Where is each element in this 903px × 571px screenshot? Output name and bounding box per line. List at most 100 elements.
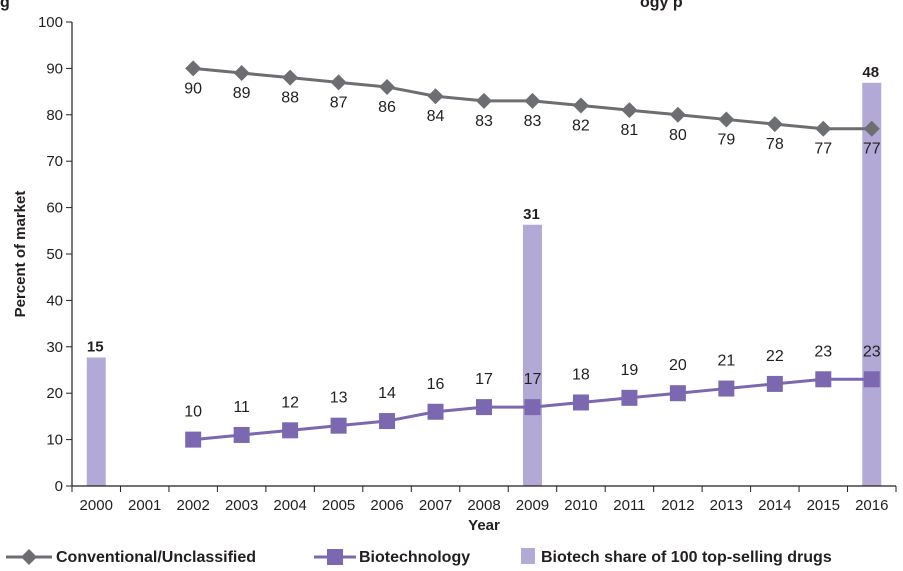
x-axis-ticks: 2000 2001 2002 2003 2004 2005 2006 2007 2008 2009… [71, 486, 897, 514]
y-tick-label: 30 [46, 339, 63, 356]
point-value-label: 77 [814, 141, 832, 158]
point-square [766, 375, 783, 392]
point-value-label: 86 [378, 99, 396, 116]
point-square [669, 385, 686, 402]
point-square [379, 413, 396, 430]
point-value-label: 21 [717, 353, 735, 370]
legend: Conventional/Unclassified Biotechnology Bi… [6, 548, 832, 566]
y-tick-label: 50 [46, 246, 63, 263]
x-tick-label: 2008 [467, 497, 500, 514]
point-value-label: 83 [524, 113, 542, 130]
point-diamond [621, 102, 638, 119]
point-square [233, 426, 250, 443]
point-value-label: 87 [330, 94, 348, 111]
x-tick-label: 2002 [176, 497, 209, 514]
legend-marker-diamond [21, 549, 37, 565]
x-tick-label: 2009 [516, 497, 549, 514]
legend-swatch-bar [521, 548, 535, 564]
point-square [863, 371, 880, 388]
point-value-label: 17 [475, 371, 493, 388]
point-value-label: 81 [621, 122, 639, 139]
x-tick-label: 2010 [564, 497, 597, 514]
point-square [476, 399, 492, 416]
y-tick-label: 100 [38, 14, 63, 31]
point-value-label: 88 [281, 90, 299, 107]
point-value-label: 90 [184, 80, 202, 97]
point-value-label: 19 [621, 362, 639, 379]
point-diamond [379, 78, 396, 95]
line-series [185, 60, 880, 448]
x-tick-label: 2003 [225, 497, 258, 514]
x-tick-label: 2015 [807, 497, 840, 514]
chart-title-start: g [0, 0, 10, 11]
x-tick-label: 2001 [128, 497, 161, 514]
bar-value-label: 15 [87, 338, 104, 355]
bar [86, 357, 106, 486]
point-square [815, 371, 832, 388]
point-diamond [718, 111, 735, 128]
x-axis-title: Year [468, 517, 500, 534]
point-value-label: 78 [766, 136, 784, 153]
point-value-label: 84 [427, 108, 445, 125]
legend-label-biotech-share: Biotech share of 100 top-selling drugs [541, 549, 832, 566]
x-tick-label: 2000 [80, 497, 113, 514]
point-diamond [282, 69, 299, 86]
point-value-label: 14 [378, 385, 396, 402]
point-value-label: 77 [863, 141, 881, 158]
y-tick-label: 60 [46, 200, 63, 217]
point-value-label: 23 [814, 343, 832, 360]
chart-title: g ogy p [0, 0, 683, 11]
y-axis-ticks: 0 10 20 30 40 50 60 70 80 90 100 [38, 14, 72, 495]
legend-label-biotechnology: Biotechnology [359, 549, 470, 566]
y-tick-label: 0 [55, 478, 63, 495]
point-value-label: 89 [233, 85, 251, 102]
point-diamond [233, 65, 250, 82]
point-diamond [815, 120, 832, 137]
point-square [185, 431, 202, 448]
chart-title-end: ogy p [640, 0, 683, 11]
x-tick-label: 2004 [273, 497, 306, 514]
point-value-label: 17 [524, 371, 542, 388]
y-tick-label: 10 [46, 432, 63, 449]
x-tick-label: 2006 [370, 497, 403, 514]
point-value-label: 11 [233, 399, 250, 416]
bar [522, 224, 542, 486]
y-tick-label: 20 [46, 385, 63, 402]
point-square [718, 380, 735, 397]
y-tick-label: 70 [46, 153, 63, 170]
point-value-label: 12 [281, 394, 299, 411]
point-diamond [524, 92, 541, 109]
y-tick-label: 80 [46, 107, 63, 124]
point-value-label: 20 [669, 357, 687, 374]
x-tick-label: 2014 [758, 497, 791, 514]
x-tick-label: 2011 [613, 497, 645, 514]
y-tick-label: 90 [46, 60, 63, 77]
point-value-label: 10 [184, 404, 202, 421]
data-labels: 15 31 48 90 89 88 87 86 84 83 83 82 81 80 79 78 77 77 10 11… [87, 64, 881, 421]
bar-value-label: 31 [523, 206, 540, 223]
point-diamond [863, 120, 880, 137]
point-value-label: 22 [766, 348, 784, 365]
x-tick-label: 2007 [419, 497, 452, 514]
point-diamond [669, 106, 686, 123]
point-value-label: 82 [572, 118, 590, 135]
point-square [282, 422, 299, 439]
x-tick-label: 2016 [855, 497, 888, 514]
point-diamond [185, 60, 202, 77]
point-value-label: 79 [717, 131, 735, 148]
bar-series [86, 82, 882, 486]
point-value-label: 13 [330, 390, 348, 407]
point-square [330, 417, 347, 434]
y-tick-label: 40 [46, 292, 63, 309]
point-value-label: 18 [572, 366, 590, 383]
y-axis-title: Percent of market [12, 191, 29, 318]
point-diamond [476, 92, 492, 109]
point-value-label: 80 [669, 127, 687, 144]
point-value-label: 16 [427, 376, 445, 393]
point-value-label: 83 [475, 113, 493, 130]
point-diamond [427, 88, 444, 105]
x-tick-label: 2012 [661, 497, 694, 514]
point-diamond [766, 116, 783, 133]
legend-marker-square [327, 549, 343, 565]
